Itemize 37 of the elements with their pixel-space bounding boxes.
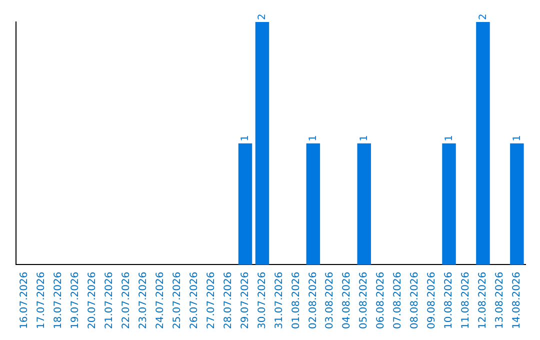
x-tick-label: 29.07.2026: [240, 272, 251, 330]
x-tick-label: 25.07.2026: [172, 272, 183, 330]
x-tick-label: 09.08.2026: [426, 272, 438, 330]
data-label: 1: [444, 134, 456, 142]
x-tick-label: 03.08.2026: [324, 272, 336, 330]
x-tick-label: 04.08.2026: [342, 272, 353, 330]
data-label: 2: [257, 14, 268, 20]
x-tick-label: 16.07.2026: [19, 272, 30, 330]
x-tick-label: 11.08.2026: [460, 272, 472, 330]
x-tick-label: 01.08.2026: [290, 272, 302, 330]
data-label: 1: [359, 134, 370, 142]
x-tick-label: 07.08.2026: [392, 272, 404, 330]
x-tick-label: 06.08.2026: [376, 272, 387, 330]
x-tick-label: 02.08.2026: [308, 272, 319, 330]
data-label: 1: [512, 134, 523, 142]
x-tick-label: 10.08.2026: [444, 272, 455, 330]
x-tick-label: 17.07.2026: [36, 272, 48, 330]
x-tick-label: 22.07.2026: [120, 272, 132, 330]
x-tick-label: 05.08.2026: [358, 272, 370, 330]
x-tick-label: 13.08.2026: [494, 272, 506, 330]
x-tick-label: 08.08.2026: [410, 272, 421, 330]
x-tick-label: 20.07.2026: [87, 272, 98, 330]
x-tick-label: 12.08.2026: [478, 272, 489, 330]
x-tick-label: 21.07.2026: [104, 272, 115, 330]
data-label: 1: [240, 134, 252, 142]
x-tick-label: 23.07.2026: [138, 272, 149, 330]
x-tick-label: 24.07.2026: [154, 272, 166, 330]
x-tick-label: 26.07.2026: [188, 272, 200, 330]
x-tick-label: 30.07.2026: [256, 272, 268, 330]
x-tick-label: 14.08.2026: [512, 272, 523, 330]
x-tick-label: 27.07.2026: [206, 272, 217, 330]
x-tick-label: 18.07.2026: [53, 272, 64, 330]
data-label: 2: [478, 14, 489, 20]
x-tick-label: 31.07.2026: [274, 272, 285, 330]
x-tick-label: 28.07.2026: [222, 272, 234, 330]
x-tick-label: 19.07.2026: [70, 272, 82, 330]
data-label: 1: [308, 134, 320, 142]
